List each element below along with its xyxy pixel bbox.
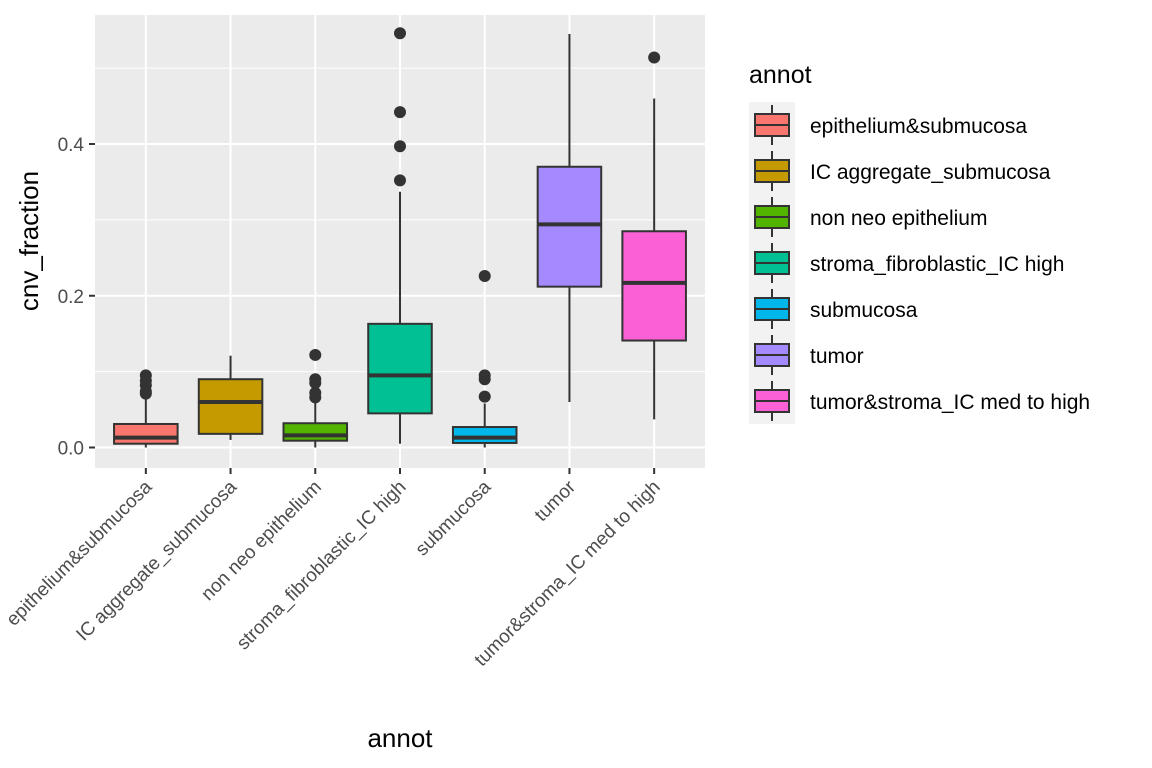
legend-item-4: submucosa [754,289,918,329]
y-axis-title: cnv_fraction [14,171,44,311]
y-tick-label: 0.4 [58,135,85,156]
legend-label: IC aggregate_submucosa [810,161,1051,184]
box-1 [197,355,264,440]
x-axis-title: annot [367,723,433,753]
outlier-point [478,390,491,403]
legend-label: submucosa [810,299,918,322]
x-tick-label: IC aggregate_submucosa [72,476,241,645]
outlier-point [309,348,322,361]
outlier-point [139,369,152,382]
legend-item-6: tumor&stroma_IC med to high [754,381,1090,421]
box-iqr [621,230,687,342]
legend-title: annot [749,61,812,89]
outlier-point [478,270,491,283]
box-5 [536,33,603,402]
box-iqr [367,322,433,415]
box-0 [113,369,179,448]
box-iqr [113,422,179,445]
y-axis: 0.0 0.2 0.4 [58,135,95,460]
legend: annot epithelium&submucosa IC aggregate_s… [749,61,1090,424]
outlier-point [478,369,491,382]
legend-item-3: stroma_fibroblastic_IC high [754,243,1064,283]
box-3 [367,27,433,444]
outlier-point [648,51,661,64]
box-2 [282,348,349,448]
legend-label: stroma_fibroblastic_IC high [810,253,1064,276]
box-iqr [536,165,603,288]
outlier-point [394,174,406,187]
legend-label: non neo epithelium [810,207,987,230]
legend-item-1: IC aggregate_submucosa [754,151,1051,191]
legend-label: epithelium&submucosa [810,115,1027,138]
outlier-point [394,140,406,153]
y-tick-label: 0.2 [58,287,84,308]
legend-label: tumor&stroma_IC med to high [810,391,1090,414]
outlier-point [309,373,322,386]
x-tick-label: stroma_fibroblastic_IC high [233,477,411,655]
box-iqr [282,422,349,442]
x-tick-label: epithelium&submucosa [3,476,157,630]
box-4 [451,270,518,448]
outlier-point [394,106,406,119]
box-iqr [451,426,518,444]
legend-label: tumor [810,345,864,368]
boxes-layer [113,27,687,448]
outlier-point [309,386,322,399]
x-tick-label: submucosa [412,476,496,560]
y-tick-label: 0.0 [58,439,84,460]
legend-item-0: epithelium&submucosa [754,105,1027,145]
legend-item-5: tumor [754,335,864,375]
legend-item-2: non neo epithelium [754,197,987,237]
x-tick-label: tumor [531,476,581,526]
box-6 [621,51,687,420]
x-tick-label: tumor&stroma_IC med to high [471,477,665,671]
box-iqr [197,378,264,435]
outlier-point [394,27,406,40]
